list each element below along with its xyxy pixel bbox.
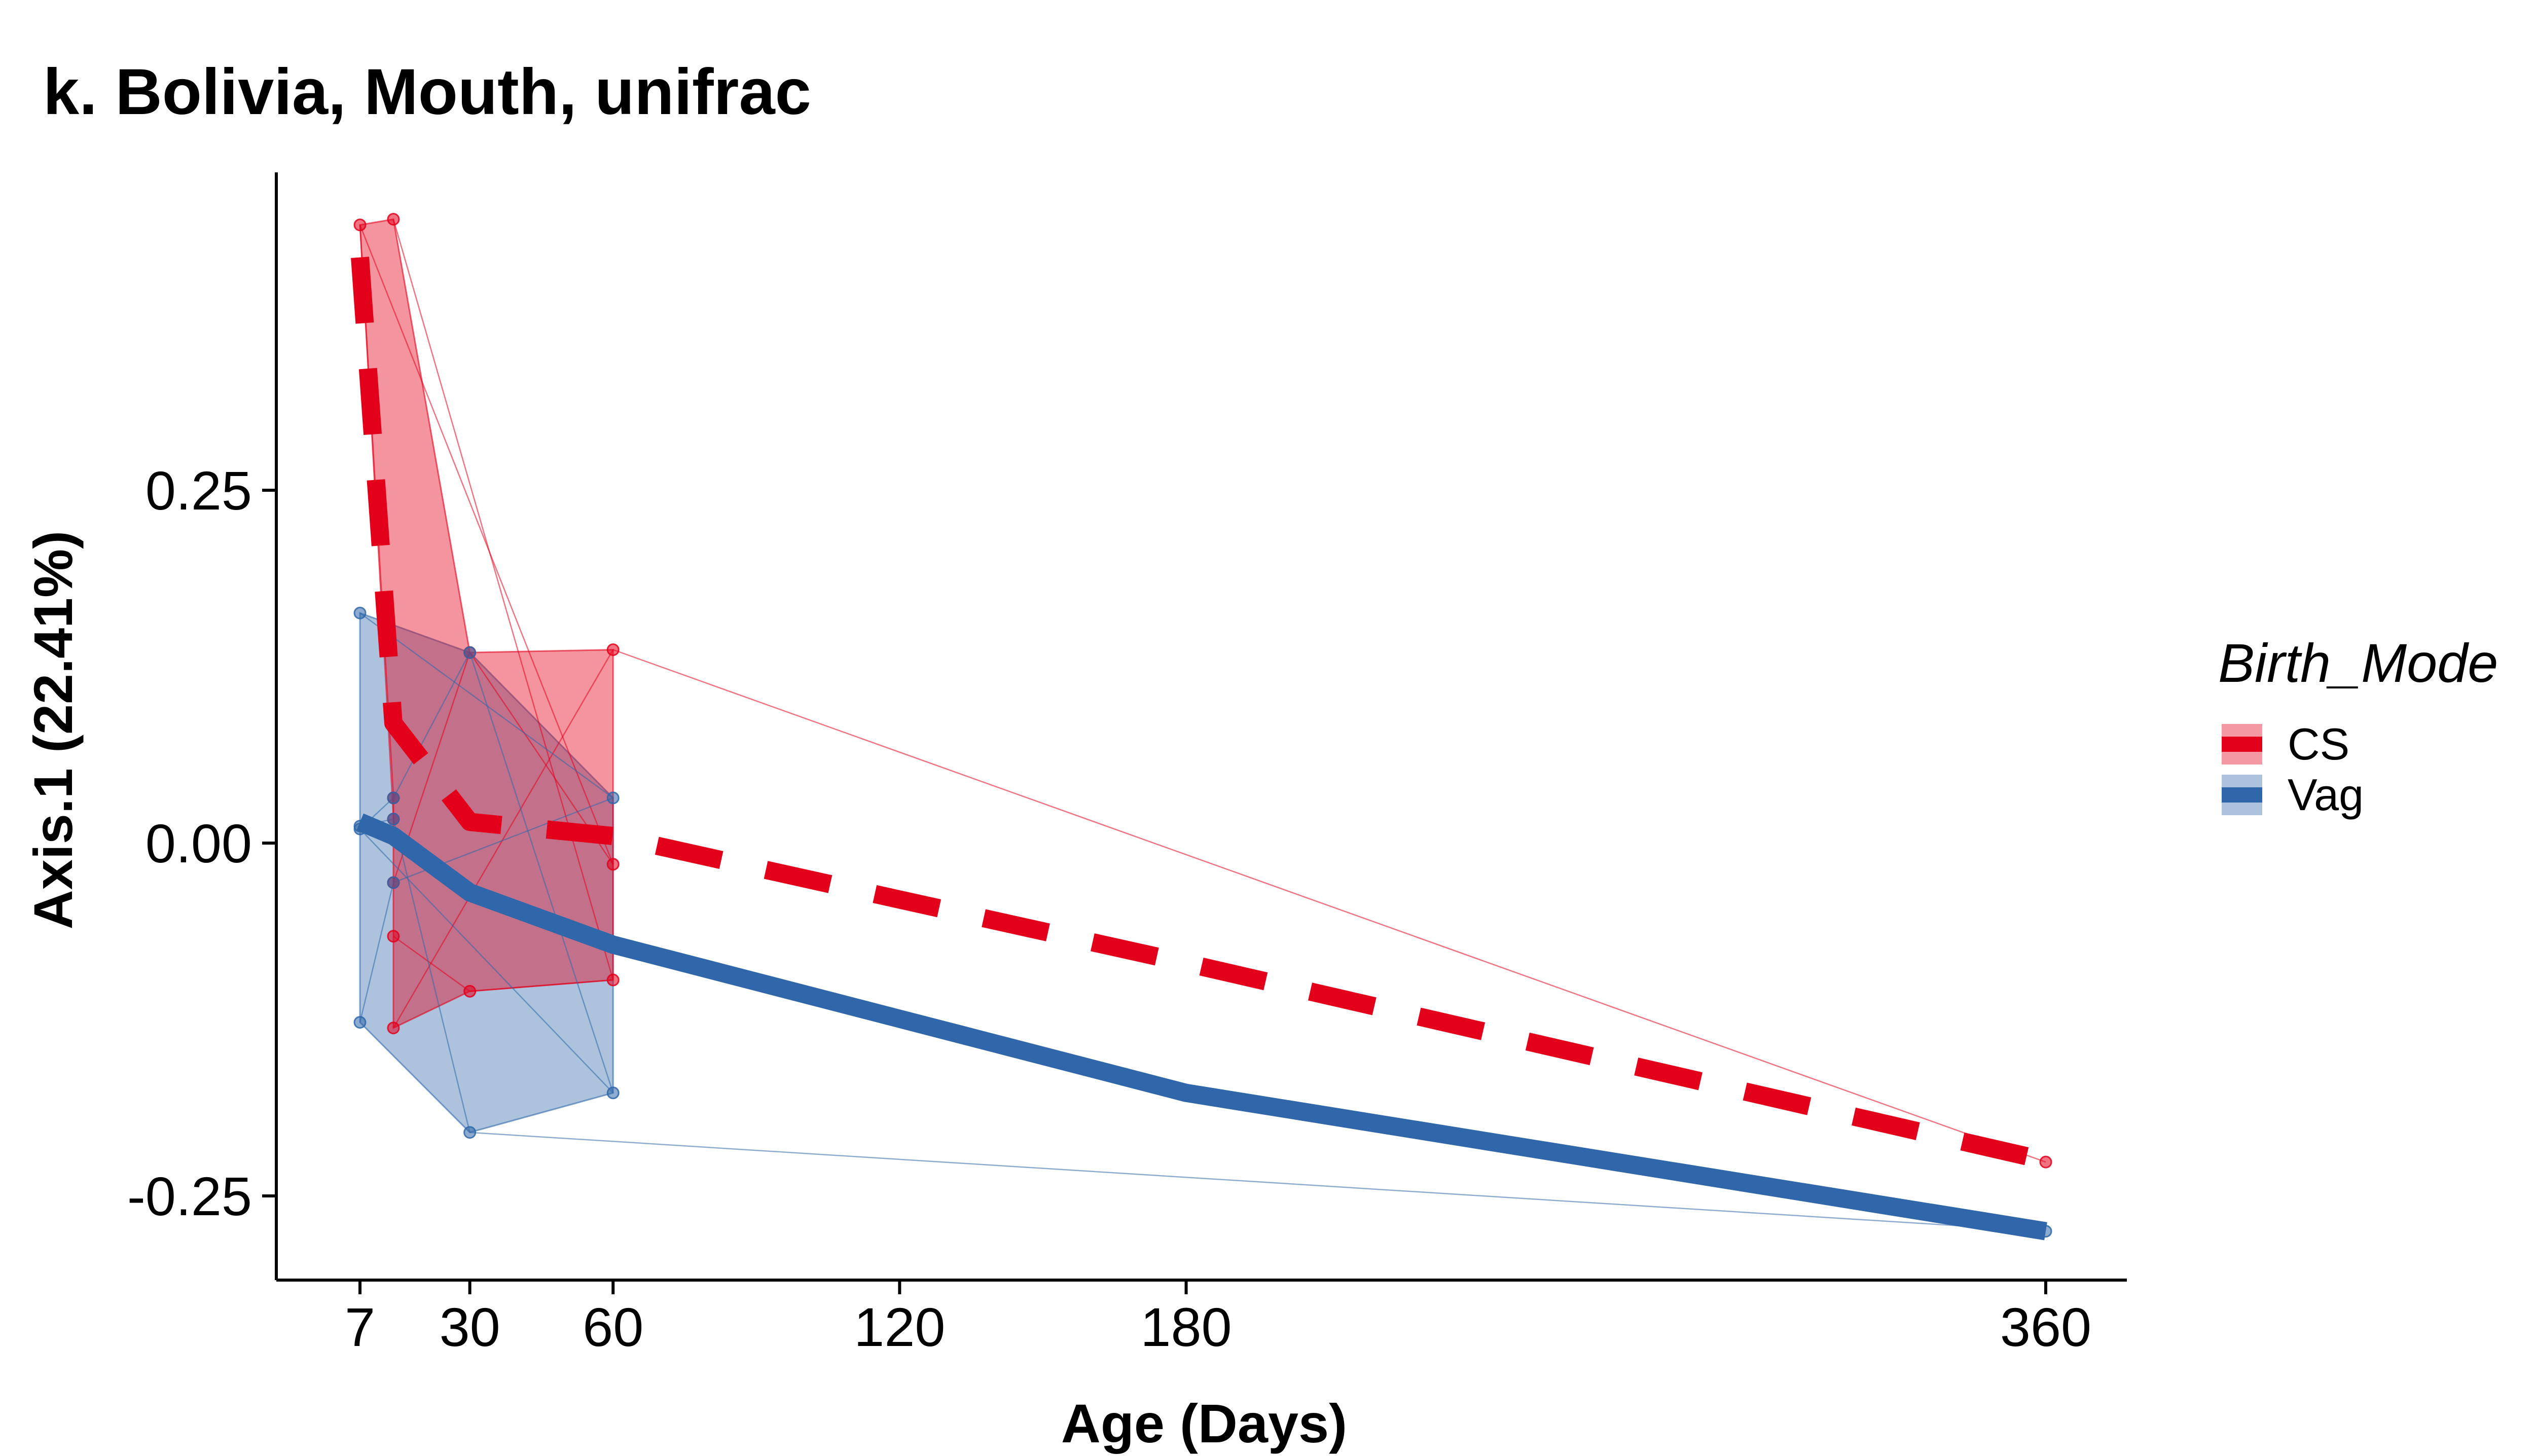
data-point-vag <box>387 813 400 826</box>
data-point-vag <box>2039 1225 2052 1238</box>
trend-line-vag <box>356 813 2047 1241</box>
data-point-vag <box>606 791 620 805</box>
chart-title: k. Bolivia, Mouth, unifrac <box>43 56 811 128</box>
trajectory-line-cs <box>469 979 613 992</box>
axes: 7 30 60 120 180 360 -0.25 0.00 0.25 <box>127 172 2127 1358</box>
data-point-vag <box>353 1016 367 1029</box>
trajectory-line-cs <box>393 935 470 992</box>
x-tick-label: 60 <box>583 1296 643 1358</box>
data-point-cs <box>387 212 400 226</box>
trajectory-line-cs <box>612 649 2046 1163</box>
trajectory-line-vag <box>392 819 470 1133</box>
data-point-vag <box>353 820 367 833</box>
data-point-vag <box>463 1126 477 1139</box>
data-point-vag <box>387 876 400 889</box>
data-point-cs <box>606 858 620 871</box>
data-point-vag <box>463 646 477 659</box>
data-point-cs <box>606 643 620 657</box>
x-tick-label: 180 <box>1140 1296 1232 1358</box>
x-tick-label: 360 <box>2000 1296 2091 1358</box>
plot-area <box>351 212 2052 1241</box>
trajectory-line-cs <box>392 649 614 1029</box>
data-point-cs <box>463 985 477 998</box>
x-axis-label: Age (Days) <box>1061 1393 1347 1454</box>
data-point-vag <box>353 606 367 620</box>
y-axis-label: Axis.1 (22.41%) <box>22 531 84 929</box>
x-tick-label: 120 <box>854 1296 945 1358</box>
trajectory-line-vag <box>359 828 614 1094</box>
trajectory-line-vag <box>359 612 613 798</box>
x-tick-label: 30 <box>440 1296 500 1358</box>
y-tick-label: 0.25 <box>146 460 252 521</box>
trajectory-line-vag <box>469 652 614 1094</box>
data-point-vag <box>387 791 400 805</box>
data-point-vag <box>606 1086 620 1100</box>
y-tick-label: 0.00 <box>146 813 252 874</box>
data-point-cs <box>353 219 367 232</box>
data-point-cs <box>606 973 620 987</box>
trend-line-cs <box>351 257 2048 1170</box>
trajectory-line-vag <box>392 652 470 798</box>
y-tick-label: -0.25 <box>127 1166 252 1227</box>
legend-title: Birth_Mode <box>2218 632 2498 694</box>
data-point-cs <box>387 1022 400 1035</box>
trajectory-line-cs <box>392 219 614 980</box>
x-tick-label: 7 <box>345 1296 375 1358</box>
trajectory-line-vag <box>359 882 394 1023</box>
legend-label-vag: Vag <box>2288 770 2364 820</box>
data-point-cs <box>387 930 400 943</box>
legend-label-cs: CS <box>2288 719 2349 769</box>
data-point-cs <box>2039 1155 2052 1169</box>
trajectory-line-cs <box>359 225 614 865</box>
trajectory-line-vag <box>469 1132 2046 1232</box>
